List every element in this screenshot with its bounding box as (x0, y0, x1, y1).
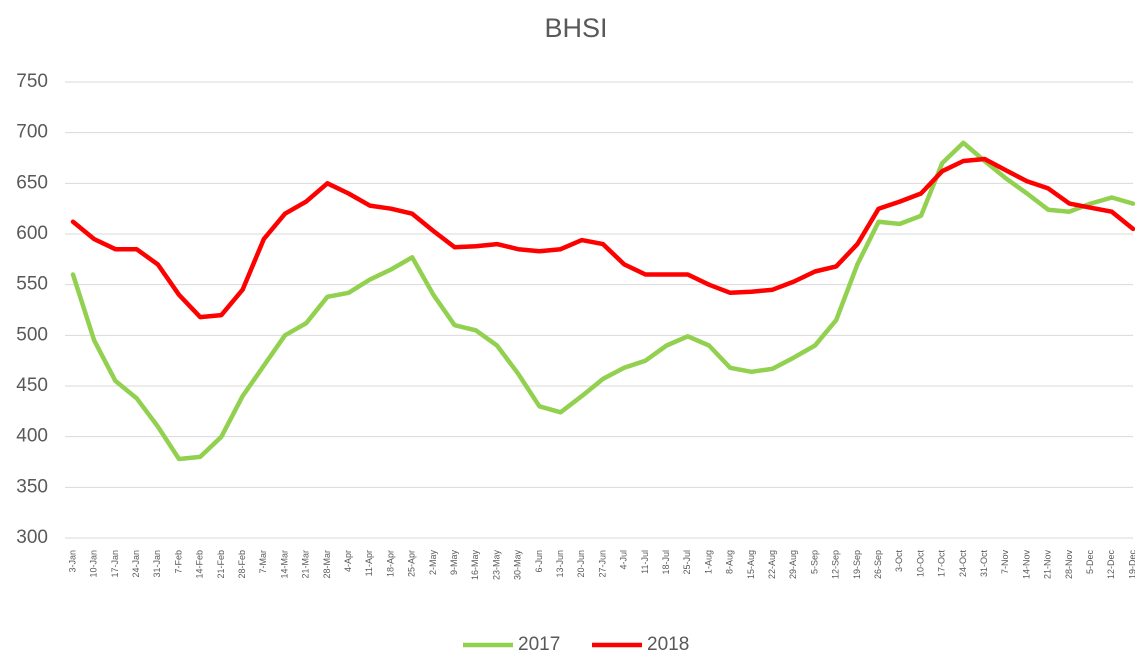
x-tick-label: 9-May (449, 550, 459, 576)
x-tick-label: 3-Oct (894, 550, 904, 573)
y-tick-label: 500 (16, 324, 48, 345)
x-tick-label: 4-Apr (343, 550, 353, 572)
x-tick-label: 28-Mar (322, 550, 332, 579)
chart-title: BHSI (544, 13, 607, 43)
x-tick-label: 8-Aug (725, 550, 735, 574)
y-tick-label: 450 (16, 375, 48, 396)
x-tick-label: 18-Apr (385, 550, 395, 577)
x-tick-label: 17-Oct (937, 550, 947, 578)
x-tick-label: 7-Nov (1000, 550, 1010, 575)
y-tick-label: 650 (16, 172, 48, 193)
x-tick-label: 10-Jan (89, 550, 99, 578)
x-tick-label: 11-Apr (364, 550, 374, 576)
x-tick-label: 7-Mar (258, 550, 268, 574)
x-tick-label: 3-Jan (67, 550, 77, 573)
x-tick-label: 27-Jun (597, 550, 607, 578)
x-tick-label: 20-Jun (576, 550, 586, 578)
x-tick-label: 5-Sep (809, 550, 819, 574)
x-tick-label: 11-Jul (640, 550, 650, 574)
x-tick-label: 14-Mar (279, 550, 289, 579)
x-tick-label: 30-May (513, 550, 523, 581)
x-tick-label: 25-Apr (407, 550, 417, 577)
x-tick-label: 31-Oct (979, 550, 989, 578)
legend-label: 2017 (518, 634, 560, 655)
x-tick-label: 14-Feb (195, 550, 205, 579)
x-tick-label: 29-Aug (788, 550, 798, 579)
x-tick-label: 19-Sep (852, 550, 862, 579)
x-tick-label: 21-Nov (1043, 550, 1053, 580)
y-tick-label: 300 (16, 527, 48, 548)
x-tick-label: 12-Dec (1106, 550, 1116, 580)
x-tick-label: 24-Jan (131, 550, 141, 578)
y-tick-label: 750 (16, 71, 48, 92)
x-tick-label: 6-Jun (534, 550, 544, 573)
x-tick-label: 16-May (470, 550, 480, 581)
x-tick-label: 13-Jun (555, 550, 565, 578)
x-tick-label: 2-May (428, 550, 438, 576)
x-tick-label: 10-Oct (915, 550, 925, 578)
legend-label: 2018 (647, 634, 689, 655)
x-tick-label: 12-Sep (831, 550, 841, 579)
x-tick-label: 21-Feb (216, 550, 226, 579)
x-tick-label: 24-Oct (958, 550, 968, 578)
x-tick-label: 28-Feb (237, 550, 247, 579)
y-tick-label: 350 (16, 476, 48, 497)
x-tick-label: 7-Feb (173, 550, 183, 574)
x-tick-label: 5-Dec (1085, 550, 1095, 575)
y-tick-label: 600 (16, 223, 48, 244)
x-tick-label: 19-Dec (1127, 550, 1135, 580)
x-tick-label: 23-May (491, 550, 501, 581)
line-series (70, 140, 1135, 462)
x-tick-label: 25-Jul (682, 550, 692, 575)
x-tick-label: 17-Jan (110, 550, 120, 578)
y-tick-label: 550 (16, 274, 48, 295)
x-tick-label: 28-Nov (1064, 550, 1074, 580)
x-tick-label: 31-Jan (152, 550, 162, 578)
x-tick-label: 4-Jul (619, 550, 629, 570)
x-tick-label: 1-Aug (703, 550, 713, 574)
x-tick-label: 15-Aug (746, 550, 756, 579)
x-tick-label: 21-Mar (301, 550, 311, 579)
y-tick-label: 700 (16, 122, 48, 143)
y-tick-label: 400 (16, 426, 48, 447)
line-series (70, 156, 1135, 320)
x-tick-label: 18-Jul (661, 550, 671, 575)
x-tick-label: 14-Nov (1021, 550, 1031, 580)
x-tick-label: 22-Aug (767, 550, 777, 579)
x-tick-label: 26-Sep (873, 550, 883, 579)
